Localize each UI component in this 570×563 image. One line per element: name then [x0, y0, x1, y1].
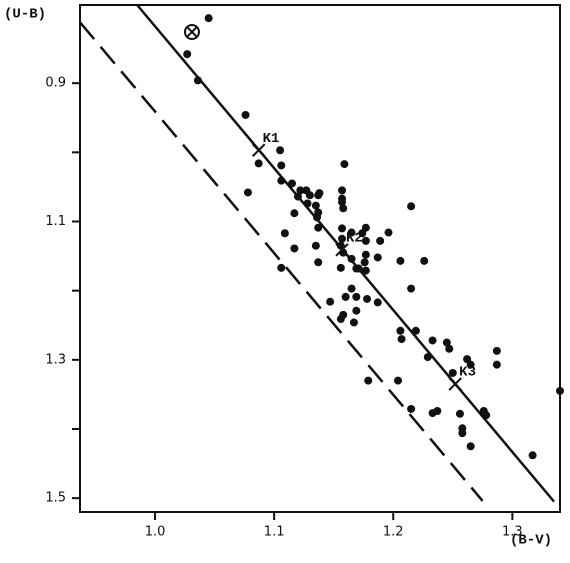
data-point — [376, 236, 385, 245]
data-point — [407, 404, 416, 413]
data-point — [311, 201, 320, 210]
x-tick-label: 1.2 — [383, 525, 404, 540]
y-tick-label: 1.3 — [45, 352, 66, 367]
data-point — [466, 360, 475, 369]
data-point — [364, 376, 373, 385]
data-point — [492, 360, 501, 369]
special-point-part — [183, 23, 200, 40]
data-point — [277, 176, 286, 185]
data-point — [183, 50, 192, 59]
data-point — [354, 264, 363, 273]
y-tick-label: 1.5 — [45, 491, 66, 506]
y-tick-label: 1.1 — [45, 214, 66, 229]
cross-marker — [335, 243, 349, 257]
y-axis-label: (U-B) — [4, 7, 46, 23]
data-point — [361, 236, 370, 245]
data-point — [338, 186, 347, 195]
data-point — [341, 292, 350, 301]
data-point — [296, 186, 305, 195]
data-point — [423, 353, 432, 362]
data-point — [288, 179, 297, 188]
data-point — [448, 368, 457, 377]
data-point — [314, 223, 323, 232]
data-point — [397, 335, 406, 344]
special-point — [183, 23, 200, 40]
data-point — [336, 315, 345, 324]
data-point — [293, 192, 302, 201]
x-tick-label: 1.1 — [264, 525, 285, 540]
plot-frame — [79, 4, 561, 513]
cross-marker — [448, 377, 462, 391]
data-point — [428, 336, 437, 345]
data-point — [305, 191, 314, 200]
data-point — [193, 76, 202, 85]
data-point — [290, 209, 299, 218]
data-point — [455, 409, 464, 418]
data-point — [303, 199, 312, 208]
data-point — [315, 189, 324, 198]
data-point — [336, 263, 345, 272]
data-point — [361, 223, 370, 232]
data-point — [411, 326, 420, 335]
data-point — [338, 224, 347, 233]
data-point — [420, 256, 429, 265]
data-point — [482, 411, 491, 420]
data-point — [277, 263, 286, 272]
data-point — [349, 318, 358, 327]
y-tick-label: 0.9 — [45, 76, 66, 91]
data-point — [339, 204, 348, 213]
data-point — [311, 241, 320, 250]
special-point-part — [186, 26, 198, 38]
data-point — [338, 198, 347, 207]
data-point — [528, 451, 537, 460]
data-point — [243, 188, 252, 197]
data-point — [445, 344, 454, 353]
data-point — [492, 346, 501, 355]
data-point — [384, 228, 393, 237]
data-point — [314, 258, 323, 267]
data-point — [373, 298, 382, 307]
data-point — [360, 258, 369, 267]
data-point — [352, 306, 361, 315]
data-point — [340, 160, 349, 169]
point-label: K3 — [459, 365, 476, 381]
data-point — [433, 407, 442, 416]
point-label: K2 — [346, 231, 363, 247]
data-point — [338, 234, 347, 243]
x-tick-label: 1.3 — [502, 525, 523, 540]
data-point — [241, 110, 250, 119]
data-point — [347, 228, 356, 237]
data-point — [396, 256, 405, 265]
data-point — [396, 326, 405, 335]
cross-marker — [251, 143, 266, 157]
data-point — [361, 266, 370, 275]
data-point — [276, 146, 285, 155]
reference-line — [79, 21, 484, 502]
data-point — [394, 376, 403, 385]
data-point — [352, 292, 361, 301]
data-point — [458, 429, 467, 438]
data-point — [407, 202, 416, 211]
data-point — [204, 14, 213, 23]
data-point — [280, 229, 289, 238]
data-point — [361, 250, 370, 259]
data-point — [373, 253, 382, 262]
data-point — [277, 161, 286, 170]
data-point — [254, 159, 263, 168]
data-point — [466, 442, 475, 451]
data-point — [556, 386, 564, 395]
x-axis-label: (B-V) — [510, 533, 552, 549]
data-point — [347, 284, 356, 293]
data-point — [363, 294, 372, 303]
data-point — [290, 244, 299, 253]
data-point — [442, 338, 451, 347]
data-point — [407, 284, 416, 293]
data-point — [313, 213, 322, 222]
data-point — [347, 254, 356, 263]
data-point — [326, 297, 335, 306]
x-tick-label: 1.0 — [145, 525, 166, 540]
point-label: K1 — [263, 131, 280, 147]
